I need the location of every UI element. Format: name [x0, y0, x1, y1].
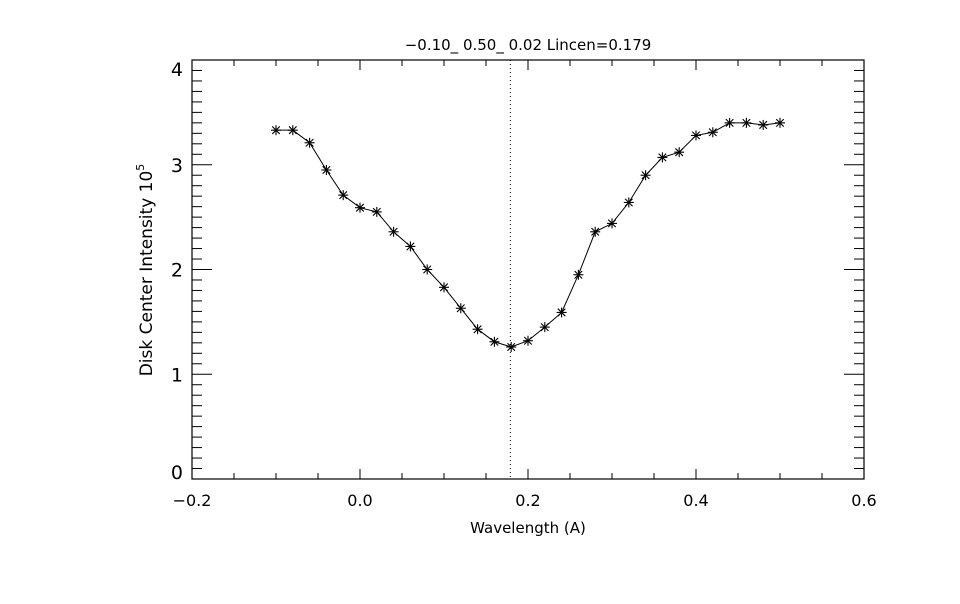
data-point: [472, 324, 483, 335]
y-axis-label-text: Disk Center Intensity 10: [137, 171, 157, 377]
x-tick-label: −0.2: [173, 491, 212, 510]
x-tick-label: 0.0: [347, 491, 372, 510]
y-axis-label-exponent: 5: [134, 164, 147, 171]
data-point: [539, 322, 550, 333]
data-point: [775, 117, 785, 128]
data-point: [287, 125, 298, 136]
data-markers: [271, 117, 785, 353]
tick-labels: −0.2 0.0 0.2 0.4 0.6 0 1 2 3 4: [171, 59, 877, 510]
x-tick-label: 0.6: [851, 491, 876, 510]
data-point: [439, 282, 449, 293]
data-point: [304, 137, 315, 148]
y-tick-label: 4: [171, 59, 183, 81]
y-tick-label: 2: [171, 260, 183, 282]
series-line: [276, 122, 781, 348]
data-point: [724, 117, 735, 128]
data-point: [523, 335, 533, 346]
x-axis-label: Wavelength (A): [470, 519, 586, 537]
data-point: [506, 342, 517, 353]
data-point: [607, 218, 617, 229]
x-tick-label: 0.4: [683, 491, 708, 510]
data-point: [455, 303, 466, 314]
data-point: [741, 117, 752, 128]
data-point: [691, 130, 701, 141]
data-point: [371, 206, 382, 217]
y-tick-label: 3: [171, 155, 183, 177]
data-point: [657, 152, 668, 163]
y-axis-label: Disk Center Intensity 105: [134, 164, 157, 377]
axis-ticks: [191, 59, 865, 480]
data-point: [388, 226, 399, 237]
data-point: [640, 170, 651, 181]
data-point: [674, 147, 685, 158]
data-point: [338, 190, 349, 201]
y-tick-label: 1: [171, 364, 183, 386]
x-tick-label: 0.2: [515, 491, 540, 510]
data-point: [405, 241, 416, 252]
data-point: [707, 127, 718, 138]
data-point: [556, 307, 567, 318]
data-point: [271, 125, 281, 136]
data-point: [573, 269, 584, 280]
data-point: [758, 119, 769, 130]
data-point: [489, 336, 500, 347]
data-point: [623, 197, 634, 208]
chart-title: −0.10_ 0.50_ 0.02 Lincen=0.179: [405, 36, 652, 55]
data-point: [590, 226, 601, 237]
data-point: [422, 264, 433, 275]
data-point: [355, 202, 365, 213]
data-point: [321, 164, 332, 175]
y-tick-label: 0: [171, 462, 183, 484]
